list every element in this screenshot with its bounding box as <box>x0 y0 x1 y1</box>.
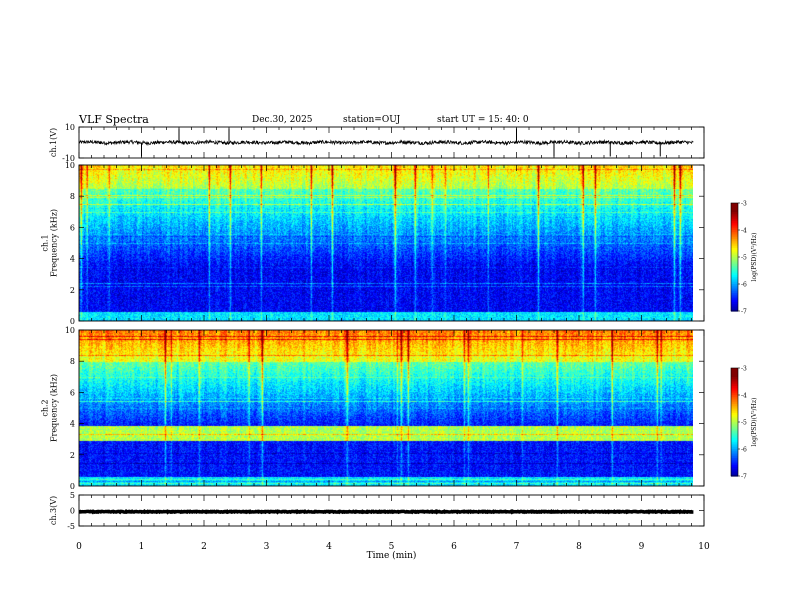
x-tick-label: 3 <box>264 542 270 552</box>
y-tick-label: 2 <box>70 286 75 295</box>
colorbar-tick-label: -3 <box>741 366 747 373</box>
y-tick-label: 10 <box>65 161 75 170</box>
ch3-waveform-line <box>79 509 694 515</box>
y-axis-label: ch.3(V) <box>49 496 58 525</box>
y-tick-label: 8 <box>70 192 75 201</box>
x-tick-label: 4 <box>326 542 332 552</box>
y-tick-label: -10 <box>62 154 75 163</box>
ch1-waveform-frame <box>78 126 705 159</box>
time-axis: 0 1 2 3 4 5 6 7 8 9 10 Time (min) <box>76 542 710 561</box>
y-tick-label: 10 <box>65 326 75 335</box>
figure-station: station=OUJ <box>343 115 401 125</box>
x-tick-label: 0 <box>76 542 82 552</box>
spectrogram-frame <box>78 329 705 487</box>
x-axis-label: Time (min) <box>367 550 417 561</box>
ch1-waveform-line <box>79 138 694 147</box>
y-tick-label: 2 <box>70 451 75 460</box>
y-tick-label: 5 <box>70 491 75 500</box>
spectrogram-frame <box>78 164 705 322</box>
y-axis-label: Frequency (kHz) <box>50 209 59 277</box>
x-tick-label: 10 <box>698 542 710 552</box>
y-tick-label: 8 <box>70 357 75 366</box>
ch2-spectrogram-panel: 0 2 4 6 8 10 ch.2 Frequency (kHz) <box>41 326 705 491</box>
y-tick-label: 0 <box>70 317 75 326</box>
colorbar-tick-label: -5 <box>741 255 747 262</box>
x-tick-label: 8 <box>576 542 582 552</box>
y-tick-label: 4 <box>70 420 75 429</box>
x-tick-label: 5 <box>389 542 395 552</box>
spectrogram-image <box>79 330 693 486</box>
ch1-colorbar: -3 -4 -5 -6 -7 log(PSD)(V²/Hz) <box>730 201 758 316</box>
x-tick-label: 1 <box>139 542 145 552</box>
y-axis-label: ch.1 <box>41 234 50 251</box>
x-tick-label: 2 <box>201 542 207 552</box>
figure-start-time: start UT = 15: 40: 0 <box>437 115 529 125</box>
figure-date: Dec.30, 2025 <box>252 115 313 125</box>
ch1-spectrogram-panel: 0 2 4 6 8 10 ch.1 Frequency (kHz) <box>41 161 705 326</box>
figure-title: VLF Spectra <box>79 113 149 126</box>
colorbar-tick-label: -6 <box>741 447 747 454</box>
colorbar-label: log(PSD)(V²/Hz) <box>751 233 758 282</box>
ch1-waveform-panel: 10 -10 ch.1(V) <box>49 123 705 163</box>
colorbar-tick-label: -4 <box>741 393 747 400</box>
colorbar-tick-label: -6 <box>741 282 747 289</box>
y-tick-label: 0 <box>70 482 75 491</box>
colorbar-tick-label: -5 <box>741 420 747 427</box>
x-tick-label: 7 <box>514 542 520 552</box>
ch3-waveform-panel: 5 0 -5 ch.3(V) <box>49 491 705 531</box>
y-tick-label: 10 <box>65 123 75 132</box>
colorbar-tick-label: -3 <box>741 201 747 208</box>
y-tick-label: 6 <box>70 223 75 232</box>
colorbar-tick-label: -7 <box>741 474 747 481</box>
y-tick-label: 6 <box>70 388 75 397</box>
x-tick-label: 9 <box>639 542 645 552</box>
y-axis-label: Frequency (kHz) <box>50 374 59 442</box>
colorbar-tick-label: -4 <box>741 228 747 235</box>
colorbar-tick-label: -7 <box>741 309 747 316</box>
ch3-waveform-frame <box>78 494 705 527</box>
y-axis-label: ch.2 <box>41 399 50 416</box>
spectrogram-image <box>79 165 693 321</box>
x-tick-label: 6 <box>451 542 457 552</box>
y-tick-label: -5 <box>67 522 75 531</box>
y-tick-label: 0 <box>70 507 75 516</box>
colorbar-label: log(PSD)(V²/Hz) <box>751 398 758 447</box>
ch2-colorbar: -3 -4 -5 -6 -7 log(PSD)(V²/Hz) <box>730 366 758 481</box>
y-tick-label: 4 <box>70 255 75 264</box>
y-axis-label: ch.1(V) <box>49 128 58 157</box>
